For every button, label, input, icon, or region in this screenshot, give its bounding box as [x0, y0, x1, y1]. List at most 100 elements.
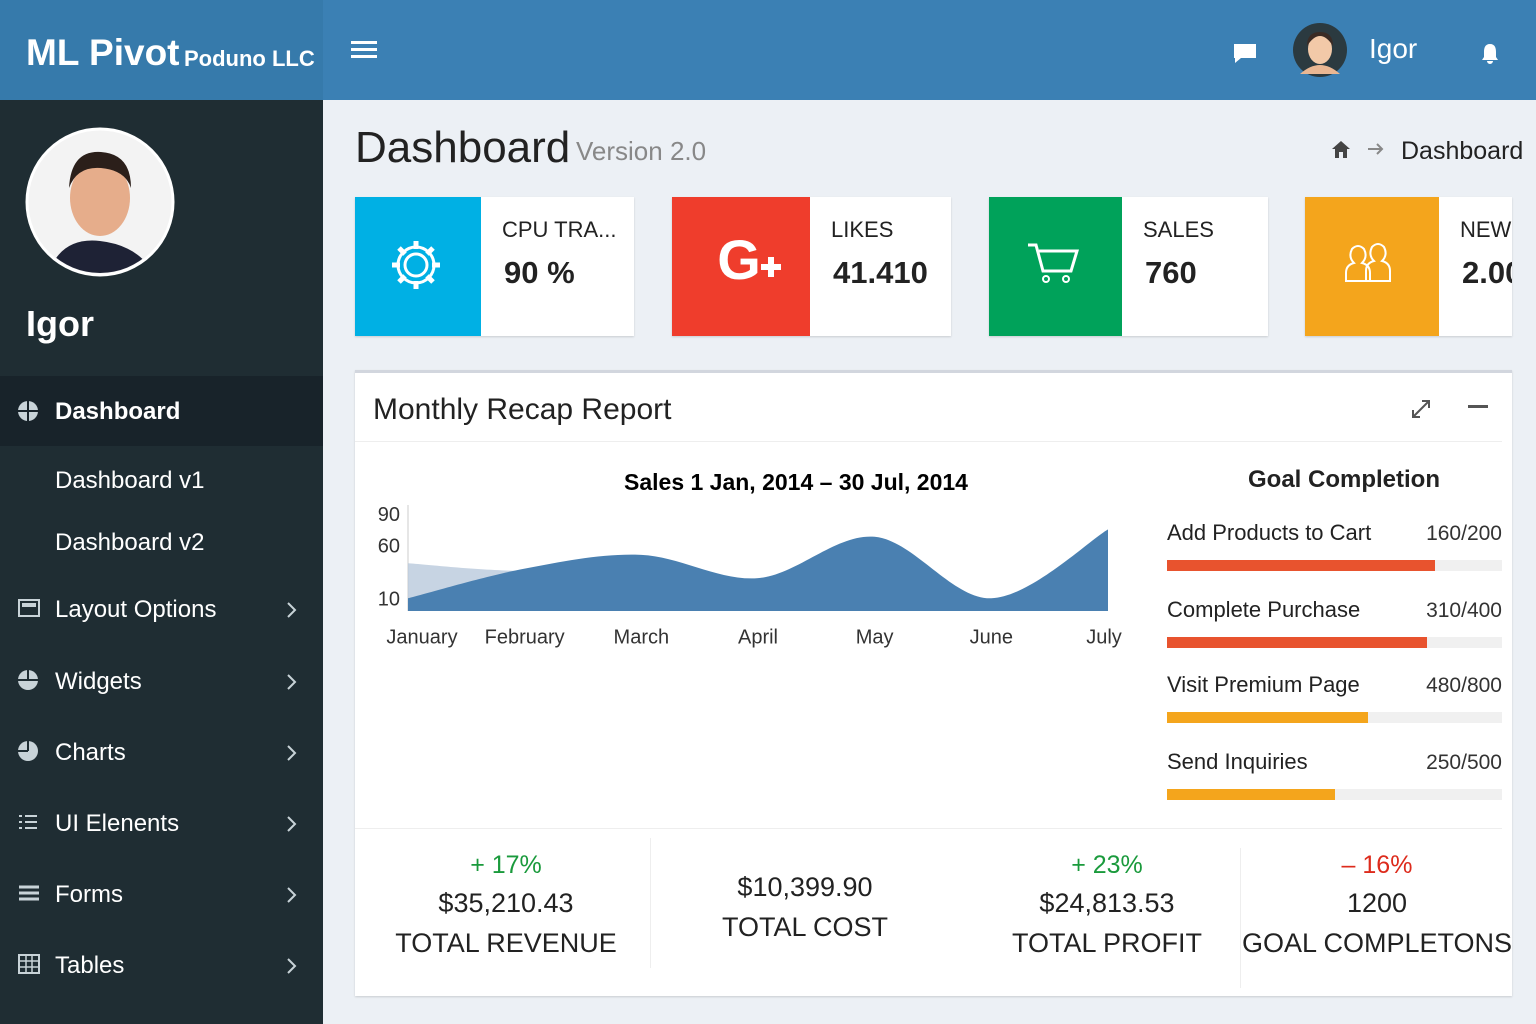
stat-change: + 17%	[470, 851, 542, 879]
sidebar: Igor Dashboard Dashboard v1 Dashboard v2…	[0, 100, 323, 1024]
info-box: G LIKES 41.410	[672, 197, 951, 336]
info-box-value: 90 %	[504, 255, 575, 290]
menu-item[interactable]: Charts	[0, 722, 323, 782]
menu-toggle[interactable]	[351, 40, 379, 60]
info-box-label: CPU TRA...	[502, 217, 617, 242]
recap-panel: Monthly Recap Report	[355, 370, 1512, 996]
menu-label: Layout Options	[55, 596, 217, 623]
notifications-icon[interactable]	[1479, 42, 1501, 64]
menu-label: Dashboard v2	[55, 529, 205, 556]
menu-item[interactable]: Widgets	[0, 651, 323, 711]
chart-title: Sales 1 Jan, 2014 – 30 Jul, 2014	[624, 469, 968, 495]
menu-item[interactable]: Dashboard v1	[0, 450, 323, 510]
divider	[1240, 848, 1241, 988]
goal-label: Send Inquiries	[1167, 749, 1308, 774]
x-tick-label: June	[970, 626, 1013, 648]
menu-item[interactable]: UI Elenents	[0, 793, 323, 853]
panel-title: Monthly Recap Report	[373, 393, 672, 426]
menu-icon	[18, 599, 40, 617]
x-tick-label: February	[485, 626, 565, 648]
menu-label: UI Elenents	[55, 810, 180, 837]
chevron	[287, 816, 297, 832]
menu-item[interactable]: Forms	[0, 864, 323, 924]
info-box-icon	[989, 197, 1122, 336]
goal-value: 310/400	[1426, 599, 1502, 622]
progress-bar	[1167, 789, 1335, 800]
icon	[1345, 243, 1391, 282]
stat-label: TOTAL COST	[721, 912, 889, 942]
collapse-button[interactable]	[1468, 403, 1488, 411]
icon	[392, 241, 440, 289]
menu-label: Widgets	[55, 668, 142, 695]
chevron	[287, 958, 297, 974]
brand[interactable]: ML Pivot Poduno LLC	[0, 0, 323, 100]
expand-button[interactable]	[1411, 399, 1431, 419]
icon: G	[717, 235, 781, 291]
info-box-value: 41.410	[833, 255, 928, 290]
goal-label: Visit Premium Page	[1167, 672, 1360, 697]
stat-amount: $35,210.43	[438, 888, 574, 918]
divider	[355, 828, 1502, 829]
info-box-icon	[1305, 197, 1439, 336]
x-tick-label: April	[738, 626, 778, 648]
info-box: NEW 2.00	[1305, 197, 1512, 336]
sidebar-avatar	[25, 127, 175, 277]
menu-item[interactable]: Layout Options	[0, 579, 323, 639]
page-title: Dashboard	[355, 123, 571, 172]
goal-title: Goal Completion	[1248, 466, 1440, 493]
y-tick-label: 90	[378, 504, 400, 526]
progress-track	[1167, 789, 1502, 800]
chevron	[287, 887, 297, 903]
progress-bar	[1167, 560, 1435, 571]
menu-icon	[18, 954, 40, 974]
stat-label: TOTAL REVENUE	[395, 928, 617, 958]
menu-item[interactable]: Tables	[0, 935, 323, 995]
progress-bar	[1167, 637, 1427, 648]
info-box-label: NEW	[1460, 217, 1512, 242]
x-tick-label: January	[386, 626, 457, 648]
breadcrumb-icons	[1332, 141, 1384, 158]
stat-label: TOTAL PROFIT	[1011, 928, 1202, 958]
goal-value: 480/800	[1426, 674, 1502, 697]
progress-bar	[1167, 712, 1368, 723]
menu-label: Tables	[55, 952, 125, 979]
goal-label: Complete Purchase	[1167, 597, 1361, 622]
menu-icon	[19, 815, 37, 829]
icon	[1027, 243, 1079, 283]
x-tick-label: July	[1086, 626, 1122, 648]
menu-label: Forms	[55, 881, 123, 908]
y-tick-label: 60	[378, 536, 400, 558]
area-chart: Sales 1 Jan, 2014 – 30 Jul, 2014 90 60 10 J…	[378, 469, 1122, 648]
goal-label: Add Products to Cart	[1167, 520, 1372, 545]
info-box-value: 2.00	[1462, 255, 1512, 290]
menu-label: Dashboard v1	[55, 467, 205, 494]
info-box: CPU TRA... 90 %	[355, 197, 634, 336]
chevron	[287, 745, 297, 761]
menu-icon	[18, 670, 38, 690]
menu-icon	[18, 741, 38, 761]
user-name[interactable]: Igor	[1369, 33, 1418, 64]
chevron	[287, 602, 297, 618]
svg-text:G: G	[717, 235, 761, 291]
x-tick-label: May	[856, 626, 894, 648]
info-box-label: SALES	[1143, 217, 1214, 242]
user-avatar[interactable]	[1292, 22, 1348, 78]
divider	[650, 838, 651, 968]
menu-icon	[19, 885, 39, 901]
stat-amount: $10,399.90	[737, 872, 873, 902]
stat-label: GOAL COMPLETONS	[1241, 928, 1513, 958]
menu-item[interactable]: Dashboard v2	[0, 512, 323, 572]
brand-company: Poduno LLC	[184, 46, 315, 71]
menu-label: Charts	[55, 739, 126, 766]
stat-change: – 16%	[1341, 851, 1413, 879]
menu-label: Dashboard	[55, 398, 181, 425]
menu-item[interactable]: Dashboard	[0, 376, 323, 446]
x-tick-label: March	[614, 626, 670, 648]
breadcrumb[interactable]: Dashboard	[1401, 137, 1524, 165]
messages-icon[interactable]	[1232, 42, 1258, 64]
brand-name: ML Pivot	[26, 32, 180, 73]
page-subtitle: Version 2.0	[576, 136, 707, 166]
y-tick-label: 10	[378, 589, 400, 611]
area	[408, 529, 1108, 611]
